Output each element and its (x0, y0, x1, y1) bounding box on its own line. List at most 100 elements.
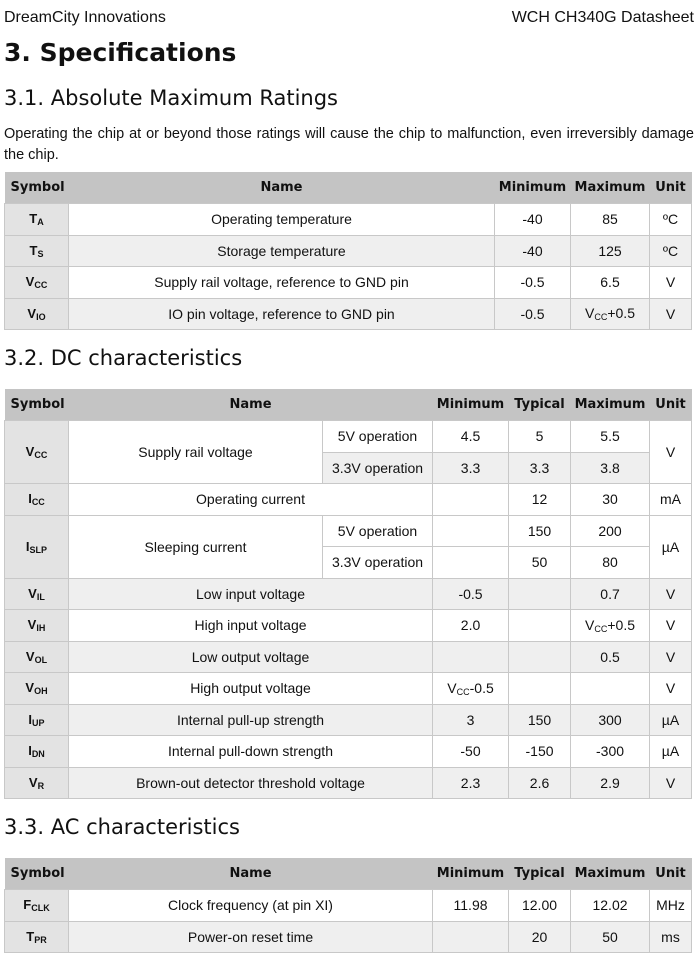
max-cell: 80 (570, 546, 651, 579)
cond-cell: 5V operation (321, 514, 434, 547)
symbol-main: I (28, 711, 33, 727)
unit-cell: V (649, 420, 692, 484)
name-cell: Clock frequency (at pin XI) (67, 889, 434, 922)
symbol-subscript: CC (31, 497, 45, 508)
name-cell: Operating current (67, 483, 434, 516)
cond-cell: 5V operation (321, 420, 434, 453)
unit-cell: V (649, 609, 692, 642)
unit-cell: V (649, 266, 692, 299)
header-row: Symbol Name Minimum Typical Maximum Unit (4, 389, 692, 421)
unit-cell: V (649, 672, 692, 705)
symbol-subscript: OL (34, 654, 48, 665)
symbol-subscript: UP (32, 717, 45, 728)
symbol-cell: IUP (4, 703, 69, 736)
name-cell: Sleeping current (68, 514, 323, 579)
min-cell: -50 (432, 735, 510, 768)
table-row: VIH High input voltage 2.0 VCC+0.5 V (4, 609, 692, 642)
name-cell: Internal pull-up strength (67, 703, 434, 736)
symbol-cell: VR (4, 766, 69, 799)
unit-cell: µA (649, 514, 692, 579)
s1-description: Operating the chip at or beyond those ra… (4, 126, 694, 163)
header-row: Symbol Name Minimum Typical Maximum Unit (4, 858, 692, 890)
min-cell: 4.5 (432, 420, 510, 453)
unit-cell: ms (649, 920, 692, 953)
symbol-main: V (27, 305, 37, 321)
unit-cell: ºC (649, 234, 692, 267)
column-header-typical: Typical (508, 389, 571, 421)
s1-title: 3.1. Absolute Maximum Ratings (4, 86, 339, 110)
symbol-cell: TS (4, 234, 69, 267)
name-cell: Low input voltage (67, 577, 434, 610)
symbol-subscript: S (37, 248, 44, 259)
symbol-main: T (26, 928, 35, 944)
max-cell: -300 (570, 735, 651, 768)
column-header-symbol: Symbol (4, 172, 69, 204)
column-header-maximum: Maximum (570, 858, 650, 890)
header-doc-title: WCH CH340G Datasheet (511, 9, 694, 26)
table-row: VR Brown-out detector threshold voltage 2.… (4, 766, 692, 799)
table-row: FCLK Clock frequency (at pin XI) 11.98 12.0… (4, 889, 692, 922)
table-row: VIO IO pin voltage, reference to GND pin -… (4, 297, 692, 330)
symbol-main: I (28, 491, 32, 507)
typ-cell: 12 (508, 483, 572, 516)
unit-cell: mA (649, 483, 692, 516)
max-cell: 3.8 (570, 451, 651, 484)
min-cell: -40 (494, 203, 571, 236)
symbol-cell: ISLP (4, 514, 69, 579)
column-header-name: Name (68, 389, 433, 421)
table-row: VCC Supply rail voltage 5V operation 4.5 5 5.… (4, 420, 692, 484)
typ-cell (508, 609, 572, 642)
max-cell: 200 (570, 514, 651, 547)
max-cell: 5.5 (570, 420, 651, 453)
column-header-typical: Typical (508, 858, 571, 890)
max-cell: 300 (570, 703, 651, 736)
min-cell: 3 (432, 703, 510, 736)
symbol-subscript: A (37, 217, 44, 228)
min-cell: 11.98 (432, 889, 510, 922)
column-header-unit: Unit (649, 172, 692, 204)
symbol-cell: VIH (4, 609, 69, 642)
symbol-main: V (25, 648, 35, 664)
typ-cell: 5 (508, 420, 572, 453)
typ-cell: 150 (508, 514, 572, 547)
name-cell: High input voltage (67, 609, 434, 642)
table-row: VOL Low output voltage 0.5 V (4, 640, 692, 673)
column-header-name: Name (68, 172, 495, 204)
unit-cell: V (649, 766, 692, 799)
symbol-main: V (25, 274, 35, 290)
symbol-cell: VIO (4, 297, 69, 330)
symbol-subscript: IL (36, 591, 45, 602)
column-header-minimum: Minimum (494, 172, 571, 204)
table-row: IDN Internal pull-down strength -50 -150 -30… (4, 735, 692, 768)
symbol-subscript: SLP (29, 544, 48, 555)
typ-cell: 3.3 (508, 451, 572, 484)
dc-characteristics-table: Symbol Name Minimum Typical Maximum Unit VCC Su… (4, 389, 692, 799)
max-cell: 125 (570, 234, 650, 267)
header-company: DreamCity Innovations (4, 9, 166, 26)
symbol-subscript: IO (36, 311, 46, 322)
table-row: VOH High output voltage VCC-0.5 V (4, 672, 692, 705)
s3-title: 3.3. AC characteristics (4, 815, 240, 839)
typ-cell (508, 577, 572, 610)
symbol-main: I (28, 743, 32, 759)
symbol-cell: IDN (4, 735, 69, 768)
name-cell: Brown-out detector threshold voltage (67, 766, 434, 799)
min-cell (432, 514, 510, 547)
typ-cell: -150 (508, 735, 572, 768)
table-row: ICC Operating current 12 30 mA (4, 483, 692, 516)
name-cell: Supply rail voltage (68, 420, 323, 484)
section-title: 3. Specifications (4, 38, 237, 67)
unit-cell: µA (649, 703, 692, 736)
value-text: VCC+0.5 (585, 616, 635, 634)
symbol-cell: VCC (4, 420, 69, 484)
column-header-unit: Unit (649, 858, 692, 890)
column-header-symbol: Symbol (4, 389, 69, 421)
table-row: VCC Supply rail voltage, reference to GND… (4, 266, 692, 299)
unit-cell: µA (649, 735, 692, 768)
unit-cell: V (649, 640, 692, 673)
min-cell: 3.3 (432, 451, 510, 484)
s2-title: 3.2. DC characteristics (4, 346, 243, 370)
typ-cell: 12.00 (508, 889, 572, 922)
symbol-subscript: R (37, 780, 45, 791)
max-cell: 6.5 (570, 266, 650, 299)
